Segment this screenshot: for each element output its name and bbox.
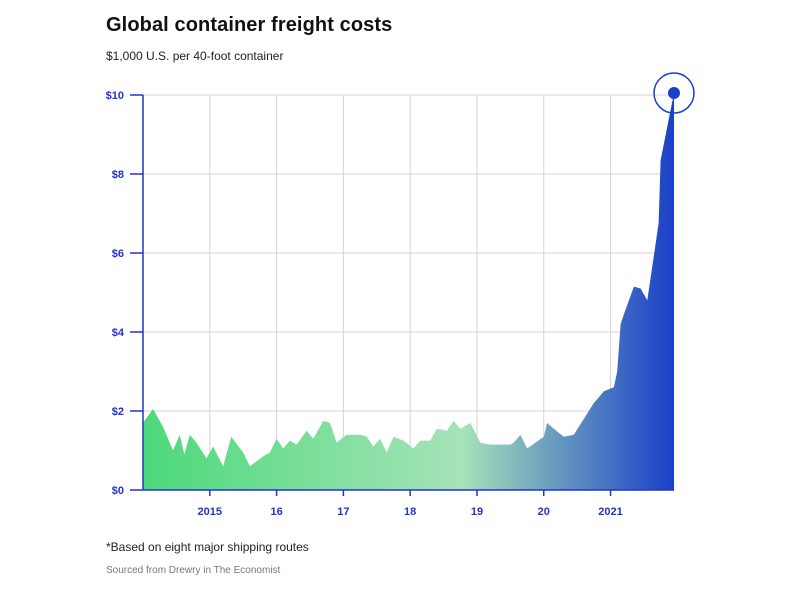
y-tick-label: $8 <box>112 169 124 181</box>
footnote: *Based on eight major shipping routes <box>106 540 309 554</box>
highlight-ring <box>653 72 695 114</box>
axes <box>130 94 674 496</box>
y-tick-label: $10 <box>106 90 124 102</box>
x-tick-label: 19 <box>471 506 483 518</box>
y-tick-label: $0 <box>112 485 124 497</box>
area-series <box>143 93 674 490</box>
highlight-dot <box>668 87 680 100</box>
y-tick-label: $2 <box>112 406 124 418</box>
x-tick-label: 18 <box>404 506 416 518</box>
y-tick-label: $4 <box>112 327 125 339</box>
x-tick-label: 16 <box>270 506 282 518</box>
tick-labels: 2015 16 17 18 19 20 2021 $0 $2 $4 $6 $8 $10 <box>106 90 623 518</box>
x-tick-label: 20 <box>538 506 550 518</box>
source-note: Sourced from Drewry in The Economist <box>106 565 281 576</box>
y-tick-label: $6 <box>112 248 124 260</box>
chart-title: Global container freight costs <box>106 14 393 36</box>
latest-value-highlight <box>653 72 695 114</box>
area-fill <box>143 93 674 490</box>
chart-subtitle: $1,000 U.S. per 40-foot container <box>106 49 284 63</box>
x-tick-label: 2021 <box>598 506 622 518</box>
x-tick-label: 2015 <box>198 506 222 518</box>
x-tick-label: 17 <box>337 506 349 518</box>
